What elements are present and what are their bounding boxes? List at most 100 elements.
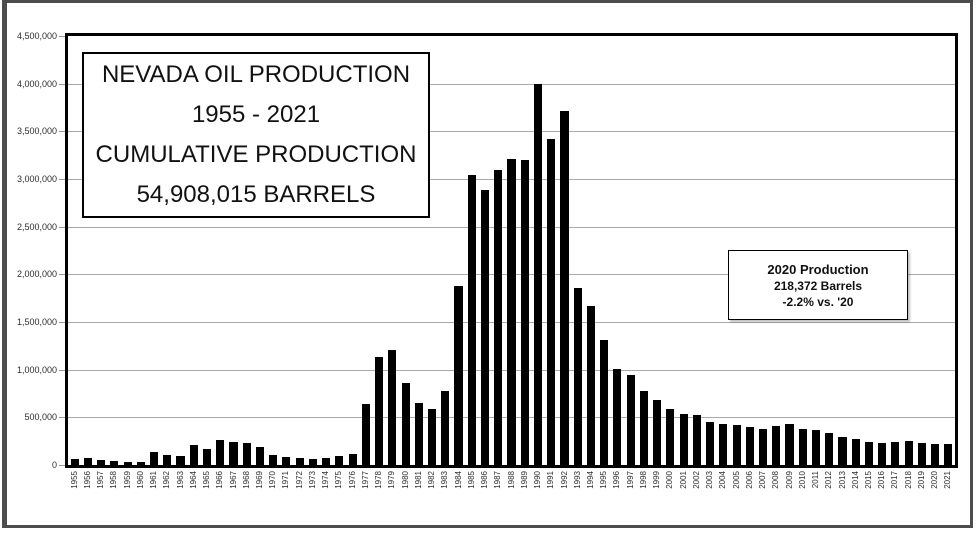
- x-label-2005: 2005: [731, 471, 741, 489]
- bar-1966: [216, 439, 225, 465]
- bar-1974: [322, 458, 331, 465]
- bar-2021: [944, 444, 953, 465]
- annotation-title: 2020 Production: [767, 261, 869, 277]
- bar-1962: [163, 454, 172, 465]
- y-tick: [59, 83, 65, 85]
- bar-2006: [745, 426, 754, 465]
- bar-1988: [507, 159, 516, 465]
- y-tick-label: 2,000,000: [16, 269, 57, 280]
- y-tick: [59, 322, 65, 323]
- x-label-1989: 1989: [519, 471, 529, 489]
- annotation-box: 2020 Production 218,372 Barrels -2.2% vs…: [728, 250, 908, 320]
- bar-1971: [282, 457, 291, 465]
- x-label-2011: 2011: [811, 471, 820, 489]
- x-label-1964: 1964: [188, 471, 198, 489]
- x-label-2000: 2000: [665, 471, 675, 489]
- bar-1997: [626, 374, 635, 465]
- y-tick-label: 1,000,000: [16, 364, 57, 375]
- x-label-1995: 1995: [599, 471, 609, 489]
- x-label-1966: 1966: [215, 471, 225, 489]
- x-label-1957: 1957: [96, 471, 106, 489]
- bar-1957: [97, 460, 106, 465]
- bar-1963: [176, 456, 185, 465]
- x-label-2001: 2001: [678, 471, 688, 489]
- bar-1978: [375, 357, 384, 465]
- y-tick: [59, 226, 65, 228]
- x-label-1993: 1993: [572, 471, 582, 489]
- y-tick: [59, 465, 65, 466]
- bar-1981: [414, 402, 423, 465]
- y-tick: [59, 274, 65, 276]
- bar-1987: [494, 170, 503, 465]
- x-label-2009: 2009: [784, 471, 794, 489]
- x-label-2014: 2014: [850, 471, 860, 489]
- x-label-1977: 1977: [360, 471, 370, 489]
- bar-1982: [428, 408, 437, 465]
- bar-1973: [308, 459, 317, 465]
- x-label-1984: 1984: [453, 471, 463, 489]
- x-label-1955: 1955: [69, 471, 79, 489]
- x-label-1971: 1971: [281, 471, 291, 489]
- x-label-1996: 1996: [612, 471, 622, 489]
- x-label-1982: 1982: [427, 471, 437, 489]
- y-tick: [59, 36, 65, 37]
- x-label-2015: 2015: [863, 471, 873, 489]
- x-label-2013: 2013: [837, 471, 847, 489]
- bar-1969: [255, 446, 265, 465]
- bar-1996: [613, 369, 622, 465]
- x-label-1965: 1965: [202, 471, 211, 489]
- bar-1961: [149, 452, 159, 465]
- x-label-1991: 1991: [546, 471, 556, 489]
- x-label-1997: 1997: [625, 471, 635, 489]
- bar-2008: [772, 426, 781, 465]
- y-tick: [59, 369, 65, 371]
- bar-1956: [83, 458, 92, 465]
- bar-1970: [269, 454, 278, 465]
- bar-1991: [547, 139, 556, 465]
- bar-1976: [348, 454, 357, 465]
- bar-2011: [811, 430, 821, 465]
- bar-2015: [864, 441, 873, 465]
- x-label-1967: 1967: [228, 471, 238, 489]
- x-label-1988: 1988: [506, 471, 516, 489]
- y-tick-label: 3,500,000: [16, 126, 57, 137]
- x-label-1976: 1976: [347, 471, 357, 489]
- bar-1994: [586, 305, 595, 465]
- x-label-1969: 1969: [255, 471, 264, 489]
- x-label-2008: 2008: [771, 471, 781, 489]
- bar-2003: [706, 422, 715, 465]
- annotation-change: -2.2% vs. '20: [782, 294, 854, 309]
- bar-1986: [480, 189, 490, 465]
- x-label-2017: 2017: [890, 471, 900, 489]
- x-label-2012: 2012: [824, 471, 834, 489]
- y-tick: [59, 417, 65, 419]
- bar-2017: [891, 441, 900, 465]
- y-tick: [59, 179, 65, 180]
- chart-title-box: NEVADA OIL PRODUCTION 1955 - 2021 CUMULA…: [82, 52, 430, 218]
- bar-1977: [361, 404, 370, 465]
- bar-2020: [931, 443, 940, 465]
- x-label-2002: 2002: [691, 471, 701, 489]
- y-tick-label: 3,000,000: [16, 174, 57, 184]
- bar-1984: [454, 285, 463, 465]
- bar-1985: [467, 175, 476, 465]
- x-label-2003: 2003: [705, 471, 715, 489]
- bar-1993: [573, 288, 582, 465]
- bar-2016: [878, 442, 887, 465]
- chart-title-line-3: CUMULATIVE PRODUCTION: [95, 141, 417, 168]
- bar-1955: [70, 458, 79, 465]
- x-label-1998: 1998: [638, 471, 648, 489]
- x-label-1958: 1958: [109, 471, 119, 489]
- bar-1983: [441, 391, 450, 465]
- bar-1965: [202, 449, 212, 465]
- annotation-value: 218,372 Barrels: [773, 278, 863, 293]
- x-label-1980: 1980: [400, 471, 410, 489]
- chart-title-line-4: 54,908,015 BARRELS: [136, 181, 376, 208]
- x-label-2007: 2007: [758, 471, 767, 489]
- bar-1992: [560, 111, 569, 465]
- bar-1975: [335, 455, 344, 465]
- bar-1990: [533, 83, 543, 465]
- y-tick-label: 1,500,000: [16, 317, 57, 327]
- y-tick-label: 500,000: [24, 412, 57, 423]
- x-label-1959: 1959: [122, 471, 132, 489]
